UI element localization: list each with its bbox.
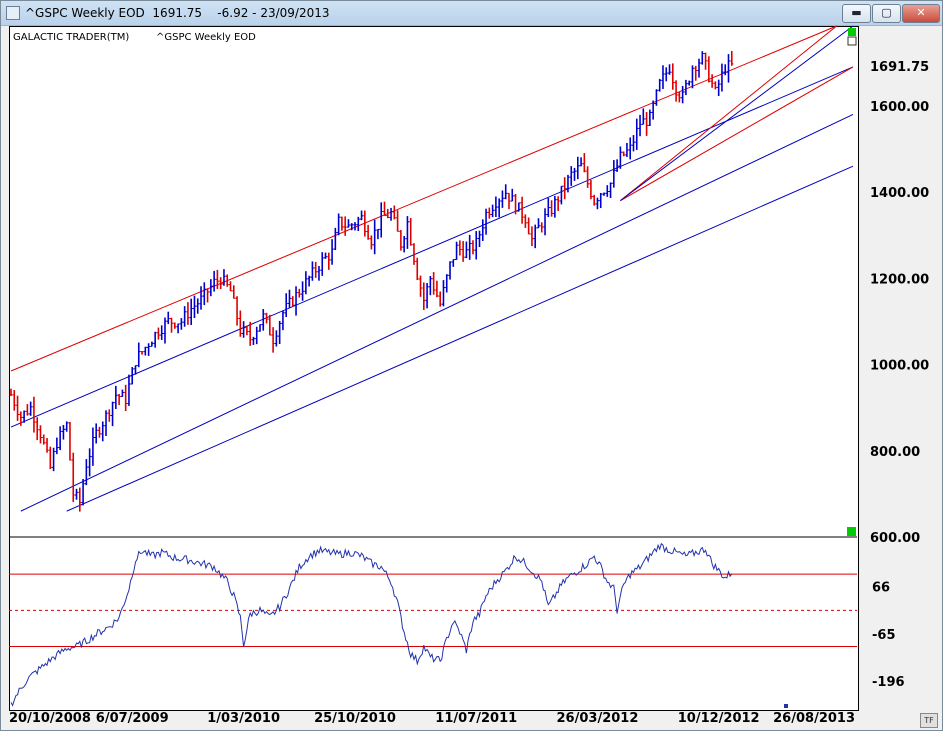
indicator-axis: 66 -65 -196 [872, 580, 905, 690]
indicator-tick-label: 66 [872, 580, 890, 595]
channel-line-upper-red [10, 25, 837, 372]
channel-line-upper-blue [10, 66, 854, 428]
channel-line-mid-blue [20, 113, 854, 512]
top-marker [848, 28, 856, 36]
legend-product: GALACTIC TRADER(TM) [13, 32, 129, 43]
chart-area[interactable] [9, 26, 859, 711]
indicator-tick-label: -196 [872, 675, 905, 690]
time-tick-label: 11/07/2011 [435, 711, 517, 726]
price-pane [9, 25, 854, 512]
price-tick-label: 600.00 [870, 531, 920, 546]
channel-line-lower-blue [66, 165, 854, 512]
indicator-pane [9, 542, 857, 707]
time-cursor-marker [784, 704, 788, 708]
timeframe-badge[interactable]: TF [920, 713, 938, 728]
time-tick-label: 20/10/2008 [9, 711, 91, 726]
close-button[interactable]: ✕ [902, 4, 940, 23]
price-axis: 1600.00 1400.00 1200.00 1000.00 800.00 600.00… [870, 60, 929, 546]
time-tick-label: 26/08/2013 [773, 711, 855, 726]
pane-marker [847, 527, 856, 536]
last-value-label: 1691.75 [870, 60, 929, 75]
indicator-line [10, 542, 733, 707]
channel-line-fan-red-1 [620, 25, 837, 202]
channel-line-fan-red-2 [620, 66, 854, 202]
price-tick-label: 1200.00 [870, 272, 929, 287]
legend-series: ^GSPC Weekly EOD [156, 32, 256, 43]
price-tick-label: 800.00 [870, 445, 920, 460]
indicator-tick-label: -65 [872, 628, 896, 643]
price-tick-label: 1600.00 [870, 100, 929, 115]
maximize-button[interactable]: ▢ [872, 4, 901, 23]
price-tick-label: 1400.00 [870, 186, 929, 201]
time-tick-label: 25/10/2010 [314, 711, 396, 726]
time-tick-label: 1/03/2010 [207, 711, 280, 726]
title-bar[interactable]: ^GSPC Weekly EOD 1691.75 -6.92 - 23/09/2… [1, 1, 942, 26]
time-tick-label: 26/03/2012 [557, 711, 639, 726]
window-title: ^GSPC Weekly EOD 1691.75 -6.92 - 23/09/2… [25, 6, 330, 20]
minimize-button[interactable]: ▬ [842, 4, 871, 23]
time-tick-label: 10/12/2012 [678, 711, 760, 726]
time-axis: 20/10/2008 6/07/2009 1/03/2010 25/10/2010 11… [9, 711, 855, 726]
channel-line-fan-blue-1 [620, 25, 854, 202]
price-tick-label: 1000.00 [870, 359, 929, 374]
time-tick-label: 6/07/2009 [96, 711, 169, 726]
price-scale-toggle-icon [847, 36, 857, 46]
app-icon [6, 6, 20, 20]
